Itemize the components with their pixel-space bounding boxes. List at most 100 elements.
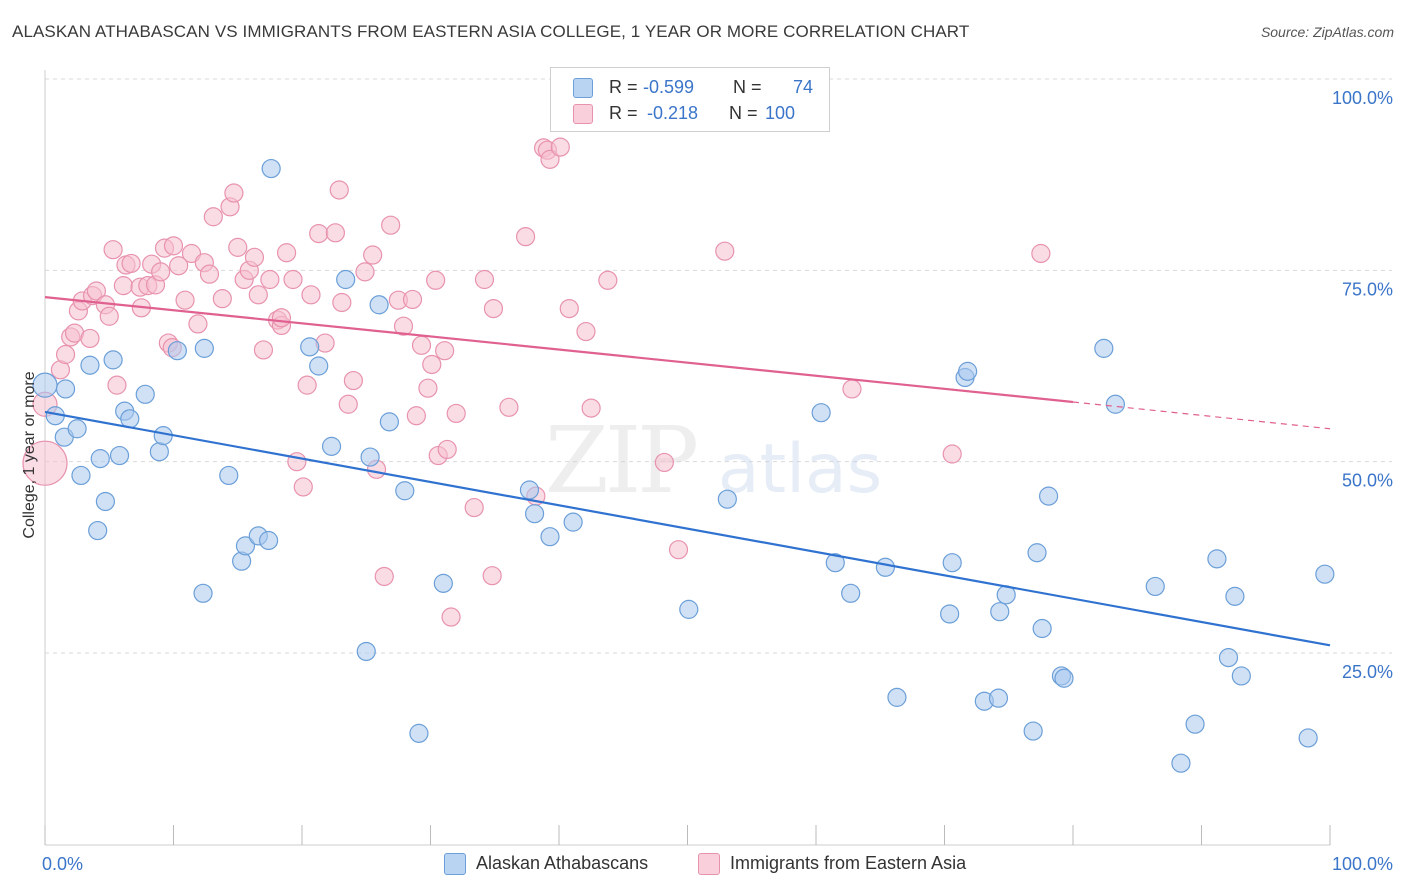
data-point-immigrants bbox=[550, 137, 570, 157]
data-point-athabascans bbox=[1054, 668, 1074, 688]
data-point-immigrants bbox=[244, 247, 265, 267]
correlation-legend: R = -0.599 N = 74 R = -0.218 N = 100 bbox=[550, 67, 830, 132]
watermark-zip: ZIP bbox=[545, 407, 696, 514]
data-point-immigrants bbox=[363, 245, 383, 265]
data-point-athabascans bbox=[433, 573, 453, 593]
data-point-immigrants bbox=[121, 253, 141, 274]
data-point-athabascans bbox=[958, 361, 978, 381]
data-point-immigrants bbox=[260, 269, 280, 290]
data-point-immigrants bbox=[293, 477, 313, 497]
data-point-athabascans bbox=[321, 436, 342, 456]
data-point-athabascans bbox=[988, 688, 1009, 708]
data-point-athabascans bbox=[1027, 543, 1047, 563]
data-point-immigrants bbox=[22, 440, 68, 486]
data-point-athabascans bbox=[167, 341, 187, 361]
series-immigrants-eastern-asia bbox=[22, 137, 1051, 627]
legend-swatch-blue bbox=[573, 78, 593, 98]
data-point-athabascans bbox=[679, 599, 699, 619]
data-point-immigrants bbox=[151, 262, 171, 282]
data-point-athabascans bbox=[563, 512, 583, 532]
source-label: Source: ZipAtlas.com bbox=[1260, 24, 1394, 40]
bottom-legend-swatch-pink bbox=[698, 853, 720, 875]
data-point-immigrants bbox=[271, 308, 292, 328]
data-point-immigrants bbox=[309, 223, 329, 244]
data-point-athabascans bbox=[55, 379, 76, 399]
legend-r-label: R = bbox=[609, 77, 638, 97]
data-point-immigrants bbox=[1031, 243, 1051, 264]
data-point-immigrants bbox=[540, 149, 560, 169]
data-point-immigrants bbox=[343, 370, 363, 391]
data-point-immigrants bbox=[253, 340, 274, 360]
trend-lines bbox=[44, 296, 1331, 647]
data-point-athabascans bbox=[369, 295, 389, 315]
data-point-immigrants bbox=[515, 227, 536, 247]
data-point-athabascans bbox=[193, 583, 213, 603]
data-point-immigrants bbox=[99, 306, 119, 326]
legend-n-label: N = bbox=[729, 103, 758, 123]
data-point-immigrants bbox=[297, 375, 317, 395]
data-point-athabascans bbox=[149, 442, 169, 462]
legend-r-value: -0.599 bbox=[643, 77, 695, 97]
data-point-athabascans bbox=[194, 338, 214, 358]
data-point-immigrants bbox=[576, 321, 596, 342]
data-point-immigrants bbox=[301, 285, 321, 305]
data-point-immigrants bbox=[212, 289, 232, 309]
data-point-athabascans bbox=[1105, 394, 1126, 414]
data-point-immigrants bbox=[474, 269, 495, 290]
data-point-immigrants bbox=[169, 256, 189, 276]
data-point-athabascans bbox=[1038, 486, 1059, 506]
data-point-athabascans bbox=[990, 602, 1010, 622]
data-point-immigrants bbox=[559, 299, 579, 319]
data-point-immigrants bbox=[437, 439, 457, 460]
data-point-athabascans bbox=[309, 356, 329, 376]
data-point-athabascans bbox=[811, 403, 831, 423]
data-point-immigrants bbox=[942, 444, 962, 464]
data-point-athabascans bbox=[1315, 564, 1335, 584]
data-point-immigrants bbox=[598, 270, 618, 290]
data-point-immigrants bbox=[175, 290, 195, 310]
data-point-immigrants bbox=[325, 223, 346, 243]
data-point-immigrants bbox=[406, 406, 426, 426]
data-point-athabascans bbox=[887, 687, 907, 707]
legend-n-value: 74 bbox=[793, 77, 814, 97]
bottom-legend-swatch-blue bbox=[444, 853, 466, 875]
y-tick-label: 25.0% bbox=[1342, 662, 1393, 682]
data-point-immigrants bbox=[426, 270, 446, 290]
watermark: ZIP atlas bbox=[545, 407, 882, 514]
legend-r-label: R = bbox=[609, 103, 638, 123]
data-point-athabascans bbox=[219, 465, 239, 486]
data-point-immigrants bbox=[715, 241, 735, 261]
watermark-atlas: atlas bbox=[718, 430, 882, 509]
data-point-immigrants bbox=[381, 215, 401, 235]
data-point-immigrants bbox=[55, 344, 76, 365]
data-point-immigrants bbox=[103, 240, 123, 260]
data-point-athabascans bbox=[1171, 753, 1191, 773]
bottom-legend-label-blue: Alaskan Athabascans bbox=[476, 853, 649, 873]
data-point-athabascans bbox=[356, 641, 376, 662]
data-point-athabascans bbox=[409, 723, 429, 743]
data-point-immigrants bbox=[393, 316, 414, 336]
data-point-athabascans bbox=[88, 520, 108, 541]
data-point-athabascans bbox=[1145, 576, 1165, 597]
data-point-immigrants bbox=[654, 452, 674, 473]
data-point-immigrants bbox=[332, 292, 352, 313]
data-point-immigrants bbox=[248, 285, 268, 305]
trend-line-immigrants-extension bbox=[1072, 401, 1331, 430]
data-point-athabascans bbox=[395, 481, 415, 501]
data-point-athabascans bbox=[135, 384, 155, 404]
data-point-athabascans bbox=[67, 419, 87, 439]
data-point-athabascans bbox=[1185, 714, 1205, 734]
chart-title: ALASKAN ATHABASCAN VS IMMIGRANTS FROM EA… bbox=[12, 22, 970, 41]
y-axis-title: College, 1 year or more bbox=[21, 371, 38, 539]
data-point-athabascans bbox=[80, 355, 100, 375]
data-point-athabascans bbox=[1298, 728, 1318, 748]
data-point-immigrants bbox=[163, 236, 184, 256]
data-point-immigrants bbox=[283, 269, 303, 290]
data-point-athabascans bbox=[940, 604, 960, 624]
data-point-immigrants bbox=[107, 375, 127, 395]
legend-swatch-pink bbox=[573, 104, 593, 124]
data-point-immigrants bbox=[435, 341, 455, 361]
data-point-immigrants bbox=[842, 379, 862, 399]
data-point-athabascans bbox=[1032, 618, 1052, 639]
